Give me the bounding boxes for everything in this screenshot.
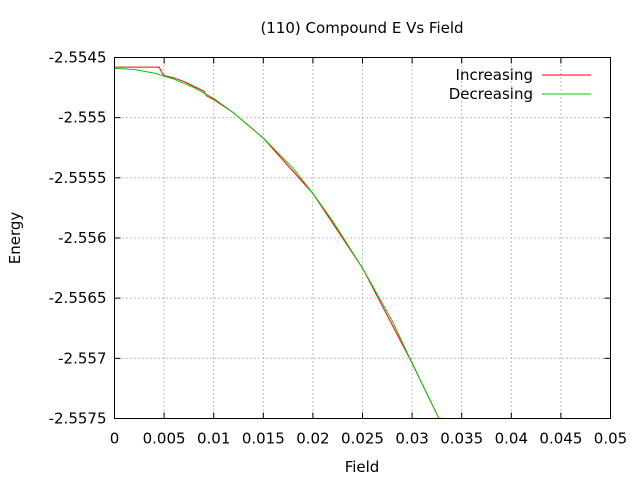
x-tick-label: 0.01 (197, 430, 230, 448)
x-tick-label: 0.05 (594, 430, 627, 448)
y-tick-label: -2.5545 (49, 49, 107, 67)
x-tick-label: 0.04 (495, 430, 528, 448)
series-line-decreasing (114, 67, 440, 419)
legend-label-decreasing: Decreasing (449, 85, 533, 103)
y-axis-title: Energy (6, 212, 24, 265)
x-tick-label: 0.03 (395, 430, 428, 448)
x-tick-label: 0.005 (143, 430, 186, 448)
x-axis-title: Field (345, 458, 380, 476)
legend-label-increasing: Increasing (456, 66, 533, 84)
x-tick-label: 0.02 (296, 430, 329, 448)
y-tick-label: -2.5565 (49, 289, 107, 307)
series-line-increasing (114, 66, 440, 419)
grid-lines (114, 57, 611, 419)
y-tick-label: -2.557 (58, 349, 106, 367)
x-tick-label: 0.025 (341, 430, 384, 448)
x-tick-label: 0.015 (242, 430, 285, 448)
plot-frame (114, 57, 611, 419)
y-tick-label: -2.555 (58, 109, 106, 127)
x-tick-label: 0.045 (539, 430, 582, 448)
x-tick-label: 0 (110, 430, 120, 448)
chart-title: (110) Compound E Vs Field (260, 19, 463, 37)
y-tick-label: -2.5575 (49, 410, 107, 428)
axis-ticks: 0 0.005 0.01 0.015 0.02 0.025 0.03 0.035 0.04 0.0… (49, 49, 628, 448)
x-tick-label: 0.035 (440, 430, 483, 448)
series-lines (114, 66, 440, 419)
y-tick-label: -2.5555 (49, 169, 107, 187)
y-tick-label: -2.556 (58, 229, 106, 247)
